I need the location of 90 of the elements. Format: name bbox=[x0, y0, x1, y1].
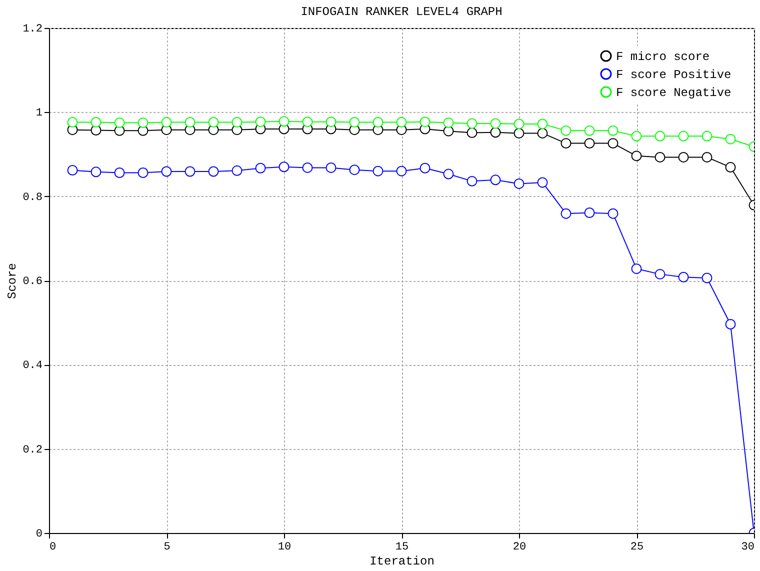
point bbox=[702, 130, 712, 142]
point bbox=[608, 208, 618, 219]
point bbox=[466, 128, 478, 138]
point bbox=[490, 127, 501, 138]
y-axis-title: Score bbox=[6, 262, 20, 300]
legend-label: F score Negative bbox=[616, 86, 732, 100]
point bbox=[584, 125, 595, 136]
y-tick-label: 0.8 bbox=[22, 192, 42, 204]
point bbox=[608, 138, 618, 149]
point bbox=[608, 125, 618, 136]
legend-label: F score Positive bbox=[616, 68, 732, 82]
point bbox=[678, 272, 689, 282]
point bbox=[654, 152, 666, 162]
point bbox=[584, 138, 595, 149]
x-axis-title: Iteration bbox=[370, 554, 434, 568]
point bbox=[537, 128, 548, 138]
point bbox=[208, 166, 219, 177]
point bbox=[537, 177, 548, 188]
point bbox=[678, 130, 689, 142]
y-tick-label: 0.6 bbox=[22, 276, 42, 288]
point bbox=[90, 166, 102, 178]
point bbox=[396, 117, 407, 128]
point bbox=[631, 130, 642, 142]
x-tick-label: 20 bbox=[512, 542, 526, 554]
y-tick-label: 0 bbox=[36, 528, 42, 540]
point bbox=[396, 166, 407, 176]
point bbox=[654, 268, 666, 280]
point bbox=[490, 118, 501, 129]
point bbox=[255, 116, 266, 128]
point bbox=[114, 168, 125, 178]
point bbox=[631, 263, 642, 274]
x-tick-label: 30 bbox=[741, 542, 754, 554]
point bbox=[255, 162, 266, 174]
point bbox=[349, 164, 360, 176]
point bbox=[420, 116, 430, 128]
point bbox=[208, 117, 219, 128]
point bbox=[725, 319, 736, 330]
point bbox=[443, 117, 454, 128]
point bbox=[560, 138, 572, 149]
point bbox=[232, 165, 242, 176]
point bbox=[560, 208, 572, 219]
point bbox=[184, 166, 196, 177]
point bbox=[466, 176, 478, 186]
y-tick-label: 0.2 bbox=[22, 444, 42, 456]
point bbox=[372, 166, 384, 176]
point bbox=[490, 174, 501, 186]
point bbox=[326, 116, 336, 128]
point bbox=[514, 118, 524, 130]
point bbox=[114, 117, 125, 128]
chart-title: INFOGAIN RANKER LEVEL4 GRAPH bbox=[300, 5, 502, 19]
point bbox=[138, 168, 148, 178]
point bbox=[349, 117, 360, 128]
x-tick-label: 5 bbox=[164, 542, 170, 554]
point bbox=[725, 134, 736, 144]
point bbox=[161, 117, 172, 128]
point bbox=[232, 117, 242, 128]
x-tick-label: 25 bbox=[630, 542, 644, 554]
point bbox=[326, 162, 336, 173]
point bbox=[278, 162, 290, 172]
point bbox=[302, 162, 313, 173]
legend-label: F micro score bbox=[616, 50, 710, 64]
point bbox=[702, 272, 712, 284]
point bbox=[537, 118, 548, 130]
point bbox=[514, 128, 524, 138]
point bbox=[443, 168, 454, 180]
point bbox=[560, 125, 572, 136]
point bbox=[67, 117, 78, 128]
point bbox=[514, 178, 524, 189]
point bbox=[725, 162, 736, 173]
point bbox=[466, 118, 478, 129]
y-tick-label: 0.4 bbox=[22, 360, 43, 372]
point bbox=[184, 117, 196, 128]
y-tick-label: 1.2 bbox=[22, 24, 42, 36]
point bbox=[654, 130, 666, 142]
point bbox=[90, 117, 102, 128]
point bbox=[278, 116, 290, 127]
point bbox=[372, 117, 384, 128]
y-tick-label: 1 bbox=[36, 108, 43, 120]
x-tick-label: 15 bbox=[395, 542, 409, 554]
point bbox=[138, 117, 148, 128]
point bbox=[67, 165, 78, 176]
point bbox=[161, 166, 172, 177]
point bbox=[420, 162, 430, 174]
x-tick-label: 0 bbox=[50, 542, 56, 554]
point bbox=[631, 150, 642, 162]
x-tick-label: 10 bbox=[278, 542, 292, 554]
point bbox=[702, 152, 712, 162]
point bbox=[584, 208, 595, 218]
point bbox=[302, 116, 313, 128]
point bbox=[678, 152, 689, 162]
